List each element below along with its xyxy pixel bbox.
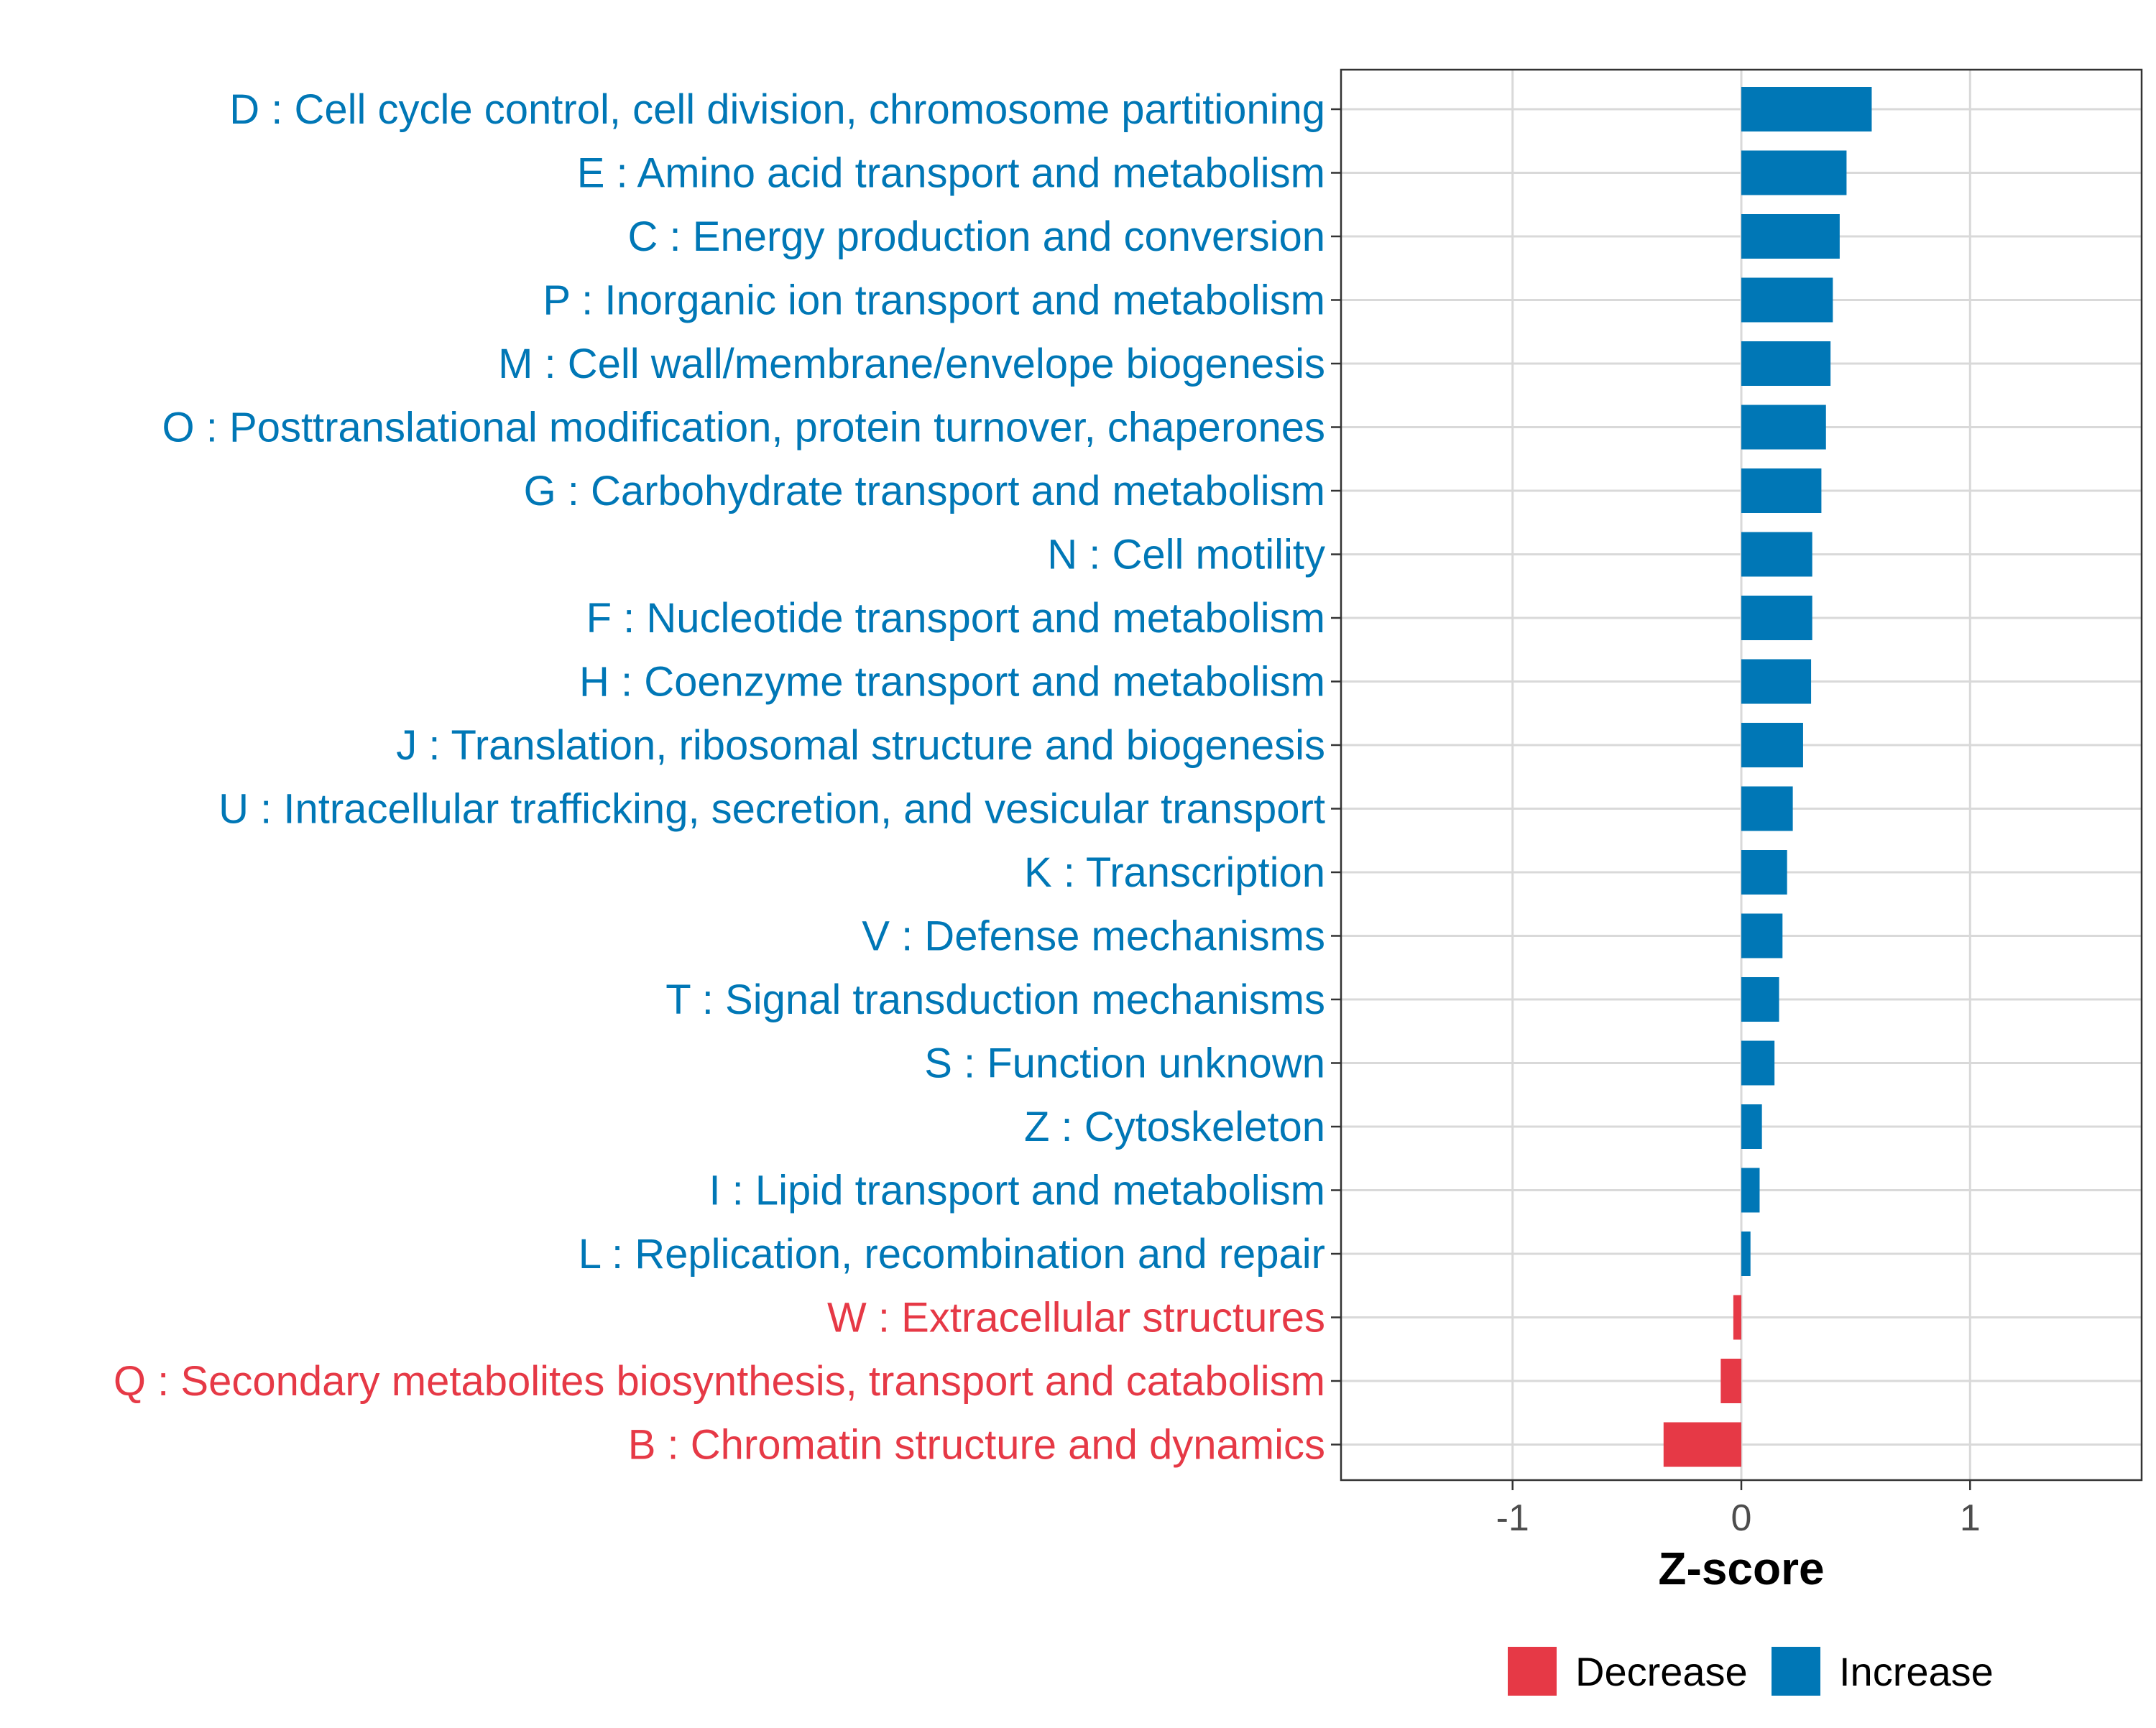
x-axis: -1 0 1 (1496, 1480, 1981, 1539)
bar (1741, 277, 1833, 323)
bar (1720, 1359, 1741, 1403)
y-tick-label: P : Inorganic ion transport and metaboli… (543, 277, 1325, 324)
bar (1741, 468, 1822, 513)
bar (1741, 1040, 1775, 1086)
bar (1741, 341, 1831, 386)
x-tick-label: 0 (1731, 1497, 1752, 1539)
y-tick-label: G : Carbohydrate transport and metabolis… (524, 468, 1325, 514)
bar (1741, 405, 1826, 450)
y-tick-label: O : Posttranslational modification, prot… (162, 405, 1325, 451)
bars (1663, 87, 1872, 1467)
y-tick-label: T : Signal transduction mechanisms (665, 976, 1325, 1023)
y-tick-label: L : Replication, recombination and repai… (579, 1231, 1325, 1277)
y-tick-label: I : Lipid transport and metabolism (709, 1168, 1325, 1214)
y-tick-label: C : Energy production and conversion (628, 213, 1325, 260)
bar (1741, 1104, 1762, 1149)
legend-label: Decrease (1575, 1649, 1748, 1694)
y-tick-label: Z : Cytoskeleton (1024, 1104, 1325, 1150)
y-tick-label: W : Extracellular structures (827, 1295, 1325, 1341)
bar (1741, 596, 1812, 640)
y-tick-label: B : Chromatin structure and dynamics (628, 1422, 1325, 1469)
bar (1741, 532, 1812, 577)
bar (1741, 87, 1872, 131)
y-tick-label: H : Coenzyme transport and metabolism (579, 659, 1325, 706)
y-tick-label: N : Cell motility (1047, 532, 1325, 578)
bar (1663, 1422, 1741, 1467)
x-tick-label: 1 (1960, 1497, 1981, 1539)
legend-swatch (1508, 1647, 1557, 1696)
legend-swatch (1772, 1647, 1820, 1696)
bar (1741, 913, 1783, 958)
y-tick-label: V : Defense mechanisms (862, 913, 1325, 960)
y-tick-label: U : Intracellular trafficking, secretion… (218, 786, 1325, 833)
bar (1741, 214, 1840, 259)
x-tick-label: -1 (1496, 1497, 1529, 1539)
y-tick-label: M : Cell wall/membrane/envelope biogenes… (498, 341, 1325, 387)
bar (1741, 1168, 1760, 1213)
bar (1741, 659, 1812, 704)
y-tick-label: S : Function unknown (924, 1040, 1325, 1087)
y-tick-label: Q : Secondary metabolites biosynthesis, … (114, 1358, 1325, 1405)
bar (1741, 150, 1847, 195)
y-tick-label: F : Nucleotide transport and metabolism (586, 595, 1325, 642)
bar (1741, 850, 1787, 895)
bar (1733, 1295, 1741, 1340)
y-tick-label: D : Cell cycle control, cell division, c… (229, 86, 1325, 133)
bar (1741, 786, 1793, 831)
bar (1741, 1232, 1751, 1276)
legend: Decrease Increase (1508, 1647, 1994, 1696)
bar (1741, 723, 1803, 767)
legend-label: Increase (1839, 1649, 1994, 1694)
y-tick-label: E : Amino acid transport and metabolism (577, 150, 1325, 197)
y-tick-label: J : Translation, ribosomal structure and… (396, 722, 1325, 769)
y-tick-label: K : Transcription (1024, 849, 1325, 896)
bar (1741, 977, 1779, 1022)
y-axis: D : Cell cycle control, cell division, c… (114, 86, 1341, 1469)
x-axis-title: Z-score (1658, 1543, 1824, 1594)
